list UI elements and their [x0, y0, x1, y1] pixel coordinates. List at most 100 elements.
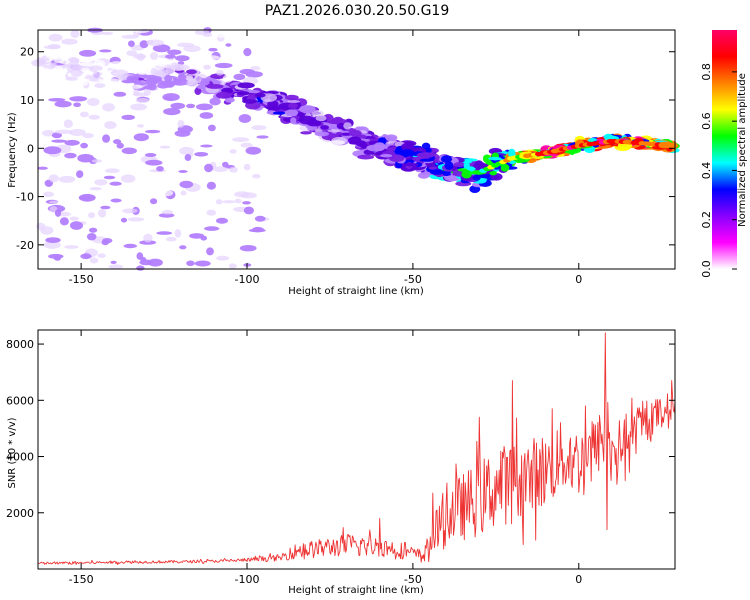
- spectrogram-cell: [86, 233, 97, 241]
- spectrogram-cell: [194, 260, 211, 267]
- spectrogram-cell: [64, 139, 80, 146]
- spectrogram-cell: [101, 31, 114, 36]
- colorbar-tick-label: 0.8: [700, 63, 713, 81]
- spectrogram-cell: [64, 245, 79, 249]
- spectrogram-cell: [76, 170, 84, 179]
- spectrogram-cell: [116, 142, 124, 149]
- spectrogram-cell: [144, 153, 157, 157]
- spectrogram-cell: [48, 33, 63, 42]
- spectrogram-cell: [332, 116, 344, 124]
- spectrogram-cell: [216, 255, 230, 261]
- spectrogram-cell: [328, 140, 345, 146]
- spectrogram-cell: [146, 39, 165, 47]
- spectrogram-cell: [186, 260, 195, 267]
- snr-y-ticks: 2000 4000 6000 8000: [6, 338, 675, 520]
- spectrogram-cell: [196, 103, 213, 111]
- spectrogram-cell: [80, 253, 92, 260]
- spectrogram-cell: [234, 191, 250, 198]
- spectrogram-cell: [136, 265, 145, 271]
- spectrogram-cell: [186, 69, 197, 75]
- spectrogram-cells: [31, 27, 680, 271]
- snr-series-line: [37, 332, 676, 566]
- snr-panel: -150 -100 -50 0 2000 4000 6000 8000 Height of …: [6, 329, 676, 596]
- y-tick-label: 6000: [6, 394, 34, 407]
- y-tick-label: 8000: [6, 338, 34, 351]
- spectrogram-cell: [78, 193, 96, 202]
- spectrogram-cell: [355, 140, 367, 148]
- spectrogram-cell: [77, 80, 89, 86]
- spectrogram-cell: [401, 142, 414, 151]
- spectrogram-cell: [242, 98, 258, 104]
- spectrogram-cell: [70, 221, 83, 230]
- x-tick-label: -150: [69, 273, 94, 286]
- x-tick-label: -100: [235, 273, 260, 286]
- spectrogram-cell: [79, 111, 89, 118]
- spectrogram-cell: [59, 217, 69, 226]
- spectrogram-cell: [70, 29, 80, 38]
- spectrogram-cell: [193, 74, 202, 84]
- spectrogram-cell: [139, 40, 149, 49]
- spectrogram-cell: [156, 166, 164, 172]
- spectrogram-cell: [224, 97, 235, 103]
- spectrogram-cell: [156, 231, 173, 235]
- spectrogram-cell: [43, 240, 61, 249]
- spectrogram-cell: [216, 91, 232, 99]
- spectrogram-cell: [206, 247, 214, 256]
- spectrogram-cell: [366, 144, 385, 152]
- spectrogram-cell: [82, 133, 94, 139]
- spectrogram-cell: [421, 142, 431, 150]
- spectrogram-cell: [122, 208, 138, 214]
- spectrogram-cell: [207, 124, 216, 132]
- spectrogram-cell: [229, 149, 237, 154]
- spectrogram-cell: [212, 166, 229, 173]
- colorbar-ticks: 0.0 0.2 0.4 0.6 0.8: [700, 63, 737, 278]
- spectrogram-cell: [48, 174, 59, 183]
- spectrogram-cell: [127, 217, 145, 222]
- spectrogram-cell: [68, 128, 86, 137]
- spectrogram-cell: [203, 64, 211, 70]
- spectrogram-cell: [252, 173, 261, 179]
- spectrogram-cell: [172, 63, 185, 72]
- spectrogram-cell: [267, 100, 279, 108]
- spectrogram-cell: [348, 130, 362, 137]
- spectrogram-cell: [248, 90, 261, 94]
- spectrogram-cell: [121, 147, 137, 155]
- spectrogram-cell: [184, 154, 192, 161]
- colorbar-tick-label: 0.4: [700, 162, 713, 180]
- spectrogram-cell: [162, 93, 180, 102]
- colorbar-tick-label: 0.0: [700, 260, 713, 278]
- spectrogram-cell: [136, 124, 145, 128]
- y-tick-label: 20: [20, 46, 34, 59]
- spectrogram-cell: [181, 108, 192, 116]
- spectrogram-cell: [250, 66, 261, 71]
- spectrogram-cell: [51, 139, 67, 143]
- spectrogram-cell: [80, 142, 88, 149]
- spectrogram-cell: [472, 174, 481, 181]
- spectrogram-cell: [254, 92, 266, 98]
- spectrogram-cell: [108, 264, 124, 270]
- spectrogram-cell: [37, 166, 48, 170]
- spectrogram-cell: [136, 252, 144, 260]
- spectrogram-cell: [33, 112, 47, 121]
- spectrogram-cell: [314, 131, 330, 137]
- spectrogram-cell: [440, 155, 453, 163]
- spectrogram-cell: [113, 91, 127, 97]
- spectrogram-cell: [457, 168, 468, 172]
- colorbar-tick-label: 0.6: [700, 112, 713, 130]
- spectrogram-panel: -150 -100 -50 0 20 10 0 -10 -20 Height of strai…: [7, 27, 680, 297]
- spectrogram-cell: [508, 148, 516, 158]
- x-tick-label: -50: [404, 573, 422, 586]
- y-tick-label: -10: [16, 191, 34, 204]
- spectrogram-cell: [104, 78, 122, 87]
- spectrogram-cell: [603, 133, 614, 141]
- spectrogram-cell: [232, 137, 250, 143]
- spectrogram-cell: [89, 187, 102, 191]
- spectrogram-cell: [96, 69, 113, 73]
- spectrogram-cell: [429, 169, 445, 175]
- spectrogram-cell: [202, 55, 220, 61]
- spectrogram-cell: [135, 97, 150, 104]
- spectrogram-cell: [37, 182, 46, 191]
- y-tick-label: 0: [27, 142, 34, 155]
- spectrogram-cell: [126, 75, 139, 83]
- spectrogram-cell: [153, 59, 168, 67]
